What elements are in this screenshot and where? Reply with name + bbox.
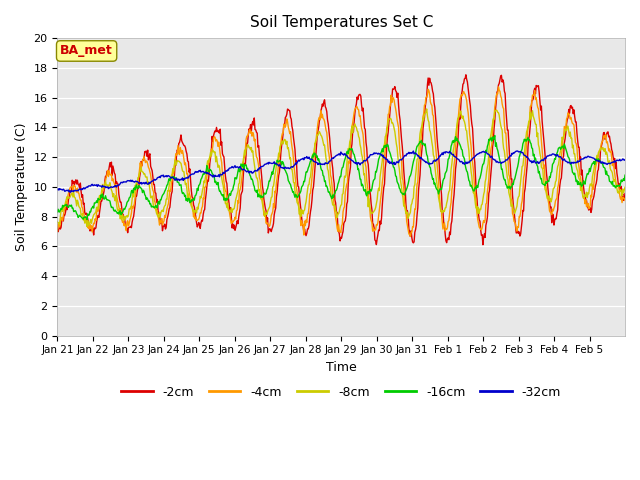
- -8cm: [83, 224, 91, 229]
- -16cm: [83, 216, 91, 222]
- -8cm: [433, 181, 441, 187]
- -32cm: [275, 163, 282, 169]
- -2cm: [54, 227, 61, 233]
- -16cm: [275, 159, 282, 165]
- -4cm: [120, 223, 128, 228]
- -32cm: [253, 168, 261, 174]
- Legend: -2cm, -4cm, -8cm, -16cm, -32cm: -2cm, -4cm, -8cm, -16cm, -32cm: [116, 381, 566, 404]
- -4cm: [225, 206, 232, 212]
- X-axis label: Time: Time: [326, 361, 356, 374]
- -8cm: [54, 219, 61, 225]
- -4cm: [495, 84, 502, 90]
- -4cm: [253, 154, 260, 160]
- -16cm: [225, 192, 233, 198]
- -4cm: [274, 168, 282, 174]
- -4cm: [621, 197, 629, 203]
- -2cm: [400, 167, 408, 173]
- -4cm: [54, 228, 61, 234]
- -2cm: [462, 72, 470, 78]
- -8cm: [423, 106, 431, 112]
- -16cm: [253, 187, 261, 193]
- -16cm: [433, 186, 440, 192]
- -16cm: [54, 209, 61, 215]
- -8cm: [621, 184, 629, 190]
- Line: -8cm: -8cm: [58, 109, 625, 227]
- -16cm: [401, 192, 408, 198]
- Y-axis label: Soil Temperature (C): Soil Temperature (C): [15, 122, 28, 251]
- -32cm: [433, 157, 440, 163]
- -16cm: [621, 172, 629, 178]
- -32cm: [225, 166, 233, 171]
- -32cm: [121, 179, 129, 185]
- Text: BA_met: BA_met: [60, 45, 113, 58]
- -2cm: [479, 242, 487, 248]
- -32cm: [54, 187, 61, 192]
- -32cm: [621, 157, 629, 163]
- Line: -2cm: -2cm: [58, 75, 625, 245]
- -4cm: [406, 233, 414, 239]
- -2cm: [432, 114, 440, 120]
- -2cm: [120, 216, 128, 222]
- -2cm: [253, 130, 260, 135]
- -32cm: [514, 148, 522, 154]
- -8cm: [401, 203, 408, 208]
- Line: -16cm: -16cm: [58, 135, 625, 219]
- -8cm: [121, 214, 129, 219]
- -4cm: [400, 186, 408, 192]
- -16cm: [121, 206, 129, 212]
- -8cm: [275, 150, 282, 156]
- -2cm: [621, 191, 629, 196]
- -4cm: [433, 153, 440, 158]
- -32cm: [401, 153, 408, 158]
- -2cm: [225, 194, 232, 200]
- Line: -4cm: -4cm: [58, 87, 625, 236]
- -8cm: [253, 175, 261, 181]
- Line: -32cm: -32cm: [58, 151, 625, 192]
- -32cm: [67, 189, 75, 195]
- -16cm: [491, 132, 499, 138]
- Title: Soil Temperatures Set C: Soil Temperatures Set C: [250, 15, 433, 30]
- -2cm: [274, 180, 282, 186]
- -8cm: [225, 208, 233, 214]
